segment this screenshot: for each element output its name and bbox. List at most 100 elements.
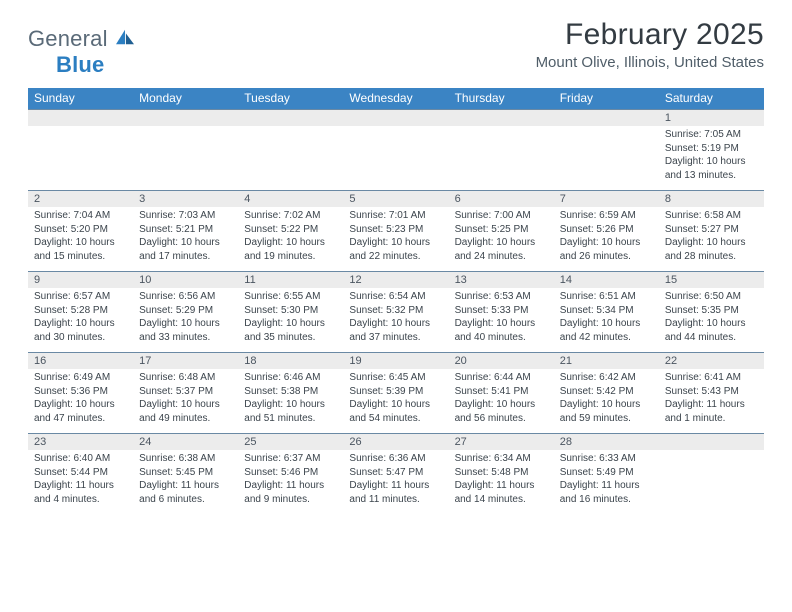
date-number-strip: 21 (554, 352, 659, 369)
date-number-strip: 1 (659, 109, 764, 126)
cell-body: Sunrise: 6:54 AMSunset: 5:32 PMDaylight:… (343, 288, 448, 352)
daylight-line-2: and 44 minutes. (665, 331, 758, 345)
calendar-week-row: 9Sunrise: 6:57 AMSunset: 5:28 PMDaylight… (28, 271, 764, 352)
daylight-line-1: Daylight: 11 hours (560, 479, 653, 493)
calendar-cell (28, 109, 133, 190)
daylight-line-2: and 9 minutes. (244, 493, 337, 507)
sunset-line: Sunset: 5:34 PM (560, 304, 653, 318)
daylight-line-1: Daylight: 11 hours (665, 398, 758, 412)
cell-body: Sunrise: 6:48 AMSunset: 5:37 PMDaylight:… (133, 369, 238, 433)
daylight-line-1: Daylight: 10 hours (665, 236, 758, 250)
logo-sail-icon (114, 28, 136, 46)
calendar-cell: 8Sunrise: 6:58 AMSunset: 5:27 PMDaylight… (659, 190, 764, 271)
sunrise-line: Sunrise: 6:42 AM (560, 371, 653, 385)
title-block: February 2025 Mount Olive, Illinois, Uni… (536, 18, 764, 71)
calendar-cell: 22Sunrise: 6:41 AMSunset: 5:43 PMDayligh… (659, 352, 764, 433)
daylight-line-1: Daylight: 10 hours (560, 398, 653, 412)
daylight-line-1: Daylight: 10 hours (139, 398, 232, 412)
date-number-strip (343, 109, 448, 126)
daylight-line-2: and 22 minutes. (349, 250, 442, 264)
daylight-line-1: Daylight: 10 hours (34, 236, 127, 250)
daylight-line-2: and 16 minutes. (560, 493, 653, 507)
sunrise-line: Sunrise: 6:37 AM (244, 452, 337, 466)
sunrise-line: Sunrise: 7:04 AM (34, 209, 127, 223)
daylight-line-2: and 13 minutes. (665, 169, 758, 183)
date-number-strip: 27 (449, 433, 554, 450)
daylight-line-1: Daylight: 11 hours (349, 479, 442, 493)
cell-body: Sunrise: 6:56 AMSunset: 5:29 PMDaylight:… (133, 288, 238, 352)
calendar-cell: 6Sunrise: 7:00 AMSunset: 5:25 PMDaylight… (449, 190, 554, 271)
cell-body (554, 126, 659, 186)
sunset-line: Sunset: 5:38 PM (244, 385, 337, 399)
sunset-line: Sunset: 5:21 PM (139, 223, 232, 237)
cell-body: Sunrise: 6:33 AMSunset: 5:49 PMDaylight:… (554, 450, 659, 514)
cell-body: Sunrise: 6:42 AMSunset: 5:42 PMDaylight:… (554, 369, 659, 433)
sunrise-line: Sunrise: 6:41 AM (665, 371, 758, 385)
daylight-line-2: and 30 minutes. (34, 331, 127, 345)
daylight-line-2: and 33 minutes. (139, 331, 232, 345)
date-number-strip (238, 109, 343, 126)
cell-body: Sunrise: 6:59 AMSunset: 5:26 PMDaylight:… (554, 207, 659, 271)
daylight-line-2: and 1 minute. (665, 412, 758, 426)
date-number-strip: 7 (554, 190, 659, 207)
sunrise-line: Sunrise: 7:05 AM (665, 128, 758, 142)
daylight-line-1: Daylight: 11 hours (455, 479, 548, 493)
daylight-line-2: and 17 minutes. (139, 250, 232, 264)
day-header: Saturday (659, 88, 764, 109)
sunrise-line: Sunrise: 6:54 AM (349, 290, 442, 304)
daylight-line-2: and 26 minutes. (560, 250, 653, 264)
sunrise-line: Sunrise: 6:58 AM (665, 209, 758, 223)
sunset-line: Sunset: 5:19 PM (665, 142, 758, 156)
date-number-strip: 14 (554, 271, 659, 288)
daylight-line-1: Daylight: 10 hours (244, 398, 337, 412)
date-number-strip: 3 (133, 190, 238, 207)
sunrise-line: Sunrise: 6:36 AM (349, 452, 442, 466)
sunrise-line: Sunrise: 6:49 AM (34, 371, 127, 385)
sunset-line: Sunset: 5:32 PM (349, 304, 442, 318)
day-header: Thursday (449, 88, 554, 109)
calendar-cell: 15Sunrise: 6:50 AMSunset: 5:35 PMDayligh… (659, 271, 764, 352)
date-number-strip: 28 (554, 433, 659, 450)
daylight-line-2: and 28 minutes. (665, 250, 758, 264)
cell-body: Sunrise: 6:49 AMSunset: 5:36 PMDaylight:… (28, 369, 133, 433)
sunset-line: Sunset: 5:28 PM (34, 304, 127, 318)
sunset-line: Sunset: 5:23 PM (349, 223, 442, 237)
daylight-line-1: Daylight: 11 hours (139, 479, 232, 493)
sunset-line: Sunset: 5:30 PM (244, 304, 337, 318)
calendar-week-row: 16Sunrise: 6:49 AMSunset: 5:36 PMDayligh… (28, 352, 764, 433)
date-number-strip: 4 (238, 190, 343, 207)
date-number-strip: 10 (133, 271, 238, 288)
calendar-week-row: 1Sunrise: 7:05 AMSunset: 5:19 PMDaylight… (28, 109, 764, 190)
date-number-strip: 9 (28, 271, 133, 288)
calendar-cell: 27Sunrise: 6:34 AMSunset: 5:48 PMDayligh… (449, 433, 554, 514)
cell-body: Sunrise: 6:46 AMSunset: 5:38 PMDaylight:… (238, 369, 343, 433)
date-number-strip: 2 (28, 190, 133, 207)
day-header: Friday (554, 88, 659, 109)
date-number-strip: 26 (343, 433, 448, 450)
daylight-line-1: Daylight: 10 hours (139, 317, 232, 331)
logo-text: General Blue (28, 26, 136, 78)
calendar-cell (659, 433, 764, 514)
cell-body (343, 126, 448, 186)
date-number-strip: 17 (133, 352, 238, 369)
cell-body: Sunrise: 7:05 AMSunset: 5:19 PMDaylight:… (659, 126, 764, 190)
date-number-strip: 20 (449, 352, 554, 369)
sunrise-line: Sunrise: 6:40 AM (34, 452, 127, 466)
date-number-strip: 8 (659, 190, 764, 207)
daylight-line-2: and 37 minutes. (349, 331, 442, 345)
date-number-strip: 5 (343, 190, 448, 207)
daylight-line-1: Daylight: 10 hours (560, 236, 653, 250)
sunset-line: Sunset: 5:25 PM (455, 223, 548, 237)
date-number-strip: 13 (449, 271, 554, 288)
cell-body: Sunrise: 6:55 AMSunset: 5:30 PMDaylight:… (238, 288, 343, 352)
location-subtitle: Mount Olive, Illinois, United States (536, 54, 764, 71)
date-number-strip: 16 (28, 352, 133, 369)
calendar-week-row: 2Sunrise: 7:04 AMSunset: 5:20 PMDaylight… (28, 190, 764, 271)
sunset-line: Sunset: 5:35 PM (665, 304, 758, 318)
date-number-strip: 18 (238, 352, 343, 369)
cell-body: Sunrise: 6:50 AMSunset: 5:35 PMDaylight:… (659, 288, 764, 352)
sunrise-line: Sunrise: 6:50 AM (665, 290, 758, 304)
daylight-line-1: Daylight: 11 hours (244, 479, 337, 493)
logo: General Blue (28, 18, 136, 78)
cell-body: Sunrise: 6:53 AMSunset: 5:33 PMDaylight:… (449, 288, 554, 352)
